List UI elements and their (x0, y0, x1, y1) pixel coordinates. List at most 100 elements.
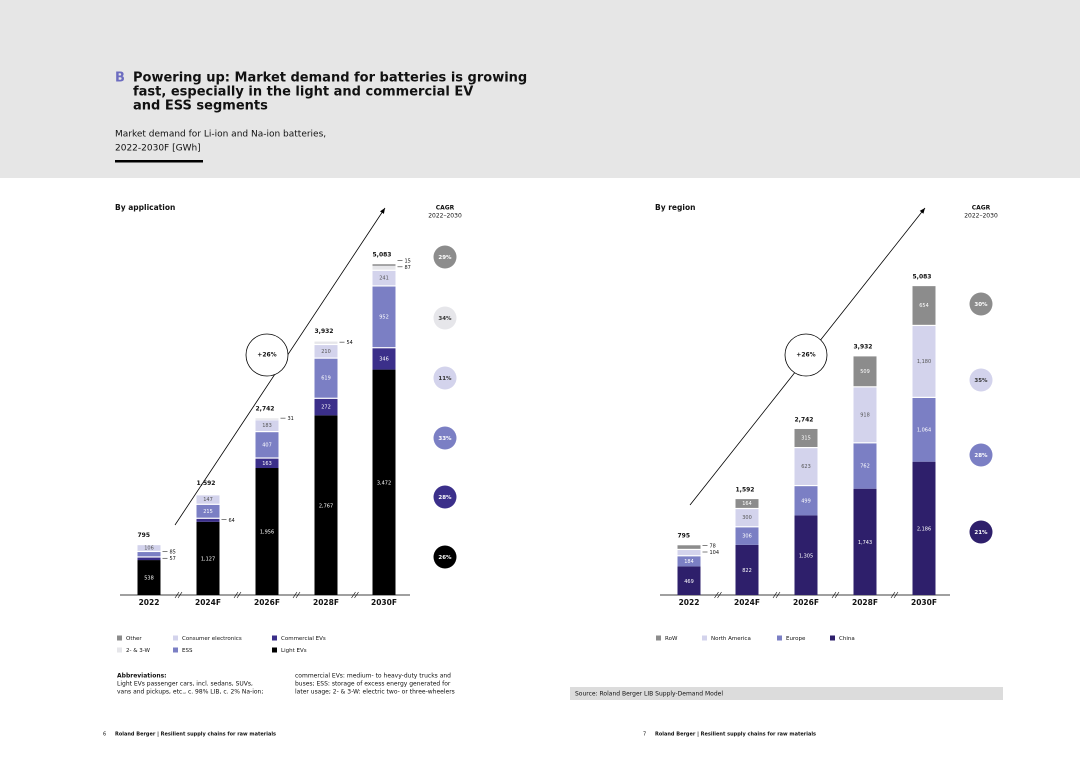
axis-break (890, 591, 896, 599)
axis-break (177, 591, 183, 599)
bar-segment (794, 486, 818, 516)
bar-segment (255, 468, 279, 595)
bar-segment (372, 270, 396, 286)
bar-segment (735, 509, 759, 527)
cagr-label: 34% (438, 316, 452, 322)
legend-label: Commercial EVs (281, 636, 326, 642)
source-box (570, 687, 1003, 700)
arrow-head (380, 208, 385, 214)
segment-label: 64 (229, 518, 235, 524)
segment-label: 183 (262, 423, 272, 429)
segment-label: 509 (860, 369, 870, 375)
total-label: 795 (678, 533, 691, 540)
segment-label: 1,127 (201, 557, 215, 563)
bar-segment (372, 286, 396, 348)
segment-label: 87 (405, 265, 411, 271)
cagr-label: 11% (438, 376, 452, 382)
x-tick-label: 2024F (195, 598, 221, 607)
legend-swatch (830, 635, 835, 641)
bar-segment (255, 418, 279, 420)
bar-segment (853, 356, 877, 387)
segment-label: 215 (203, 509, 213, 515)
segment-label: 54 (347, 340, 353, 346)
axis-break (772, 591, 778, 599)
legend-label: 2- & 3-W (126, 648, 151, 654)
segment-label: 1,305 (799, 553, 813, 559)
cagr-circle (433, 366, 457, 390)
bar-segment (255, 458, 279, 469)
legend-swatch (173, 647, 178, 653)
cagr-label: 33% (438, 436, 452, 442)
total-label: 795 (138, 532, 151, 539)
bar-segment (794, 515, 818, 595)
axis-break (174, 591, 180, 599)
cagr-period: 2022–2030 (964, 213, 998, 220)
axis-break (233, 591, 239, 599)
bar-segment (677, 545, 701, 549)
x-tick-label: 2026F (254, 598, 280, 607)
abbrev-text: vans and pickups, etc., c. 98% LIB, c. 2… (117, 689, 263, 696)
legend-swatch (272, 647, 277, 653)
bar-segment (912, 461, 936, 595)
axis-break (351, 591, 356, 599)
chart-subtitle: By region (655, 203, 695, 212)
bar-segment (853, 387, 877, 443)
arrow-head (919, 208, 925, 214)
abbrev-title: Abbreviations: (117, 673, 167, 680)
bar-segment (196, 495, 220, 504)
segment-label: 623 (801, 464, 811, 470)
segment-label: 164 (742, 501, 752, 507)
subtitle-line: 2022-2030F [GWh] (115, 144, 201, 154)
total-label: 1,592 (197, 480, 216, 487)
page-number: 6 (103, 732, 106, 738)
bar-segment (853, 443, 877, 489)
cagr-label: 28% (974, 453, 988, 459)
segment-label: 315 (801, 435, 811, 441)
axis-break (775, 591, 781, 599)
x-tick-label: 2028F (313, 598, 339, 607)
bar-segment (912, 397, 936, 462)
cagr-circle (433, 426, 457, 450)
legend-label: Other (126, 636, 142, 642)
legend-swatch (117, 635, 122, 641)
total-label: 3,932 (315, 328, 334, 335)
footer-text: Roland Berger | Resilient supply chains … (655, 732, 816, 738)
bar-segment (314, 345, 338, 358)
x-tick-label: 2026F (793, 598, 819, 607)
segment-label: 1,180 (917, 359, 931, 365)
growth-circle (245, 333, 289, 377)
cagr-circle (969, 443, 993, 467)
bar-segment (372, 264, 396, 266)
page-number: 7 (643, 732, 646, 738)
growth-circle (784, 333, 828, 377)
axis-break (714, 591, 719, 599)
x-tick-label: 2024F (734, 598, 760, 607)
bar-segment (794, 428, 818, 447)
title-line: fast, especially in the light and commer… (133, 85, 473, 100)
title-line: and ESS segments (133, 99, 268, 114)
bar-segment (137, 545, 161, 551)
x-tick-label: 2030F (371, 598, 397, 607)
bar-segment (853, 488, 877, 595)
axis-break (893, 591, 899, 599)
segment-label: 300 (742, 515, 752, 521)
cagr-title: CAGR (972, 205, 991, 212)
bar-segment (314, 398, 338, 416)
bar-segment (372, 348, 396, 370)
bar-segment (372, 265, 396, 270)
bar-segment (677, 550, 701, 556)
legend-swatch (702, 635, 707, 641)
segment-label: 147 (203, 497, 213, 503)
cagr-label: 28% (438, 495, 452, 501)
cagr-label: 35% (974, 378, 988, 384)
cagr-circle (969, 292, 993, 316)
bar-segment (735, 527, 759, 545)
cagr-circle (433, 245, 457, 269)
segment-label: 469 (684, 579, 694, 585)
axis-break (292, 591, 298, 599)
abbrev-text: buses; ESS: storage of excess energy gen… (295, 681, 451, 688)
bar-segment (137, 560, 161, 595)
segment-label: 2,767 (319, 503, 333, 509)
x-tick-label: 2022 (679, 598, 700, 607)
segment-label: 1,956 (260, 530, 274, 536)
